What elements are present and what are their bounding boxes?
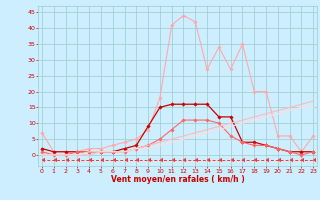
X-axis label: Vent moyen/en rafales ( km/h ): Vent moyen/en rafales ( km/h ): [111, 175, 244, 184]
